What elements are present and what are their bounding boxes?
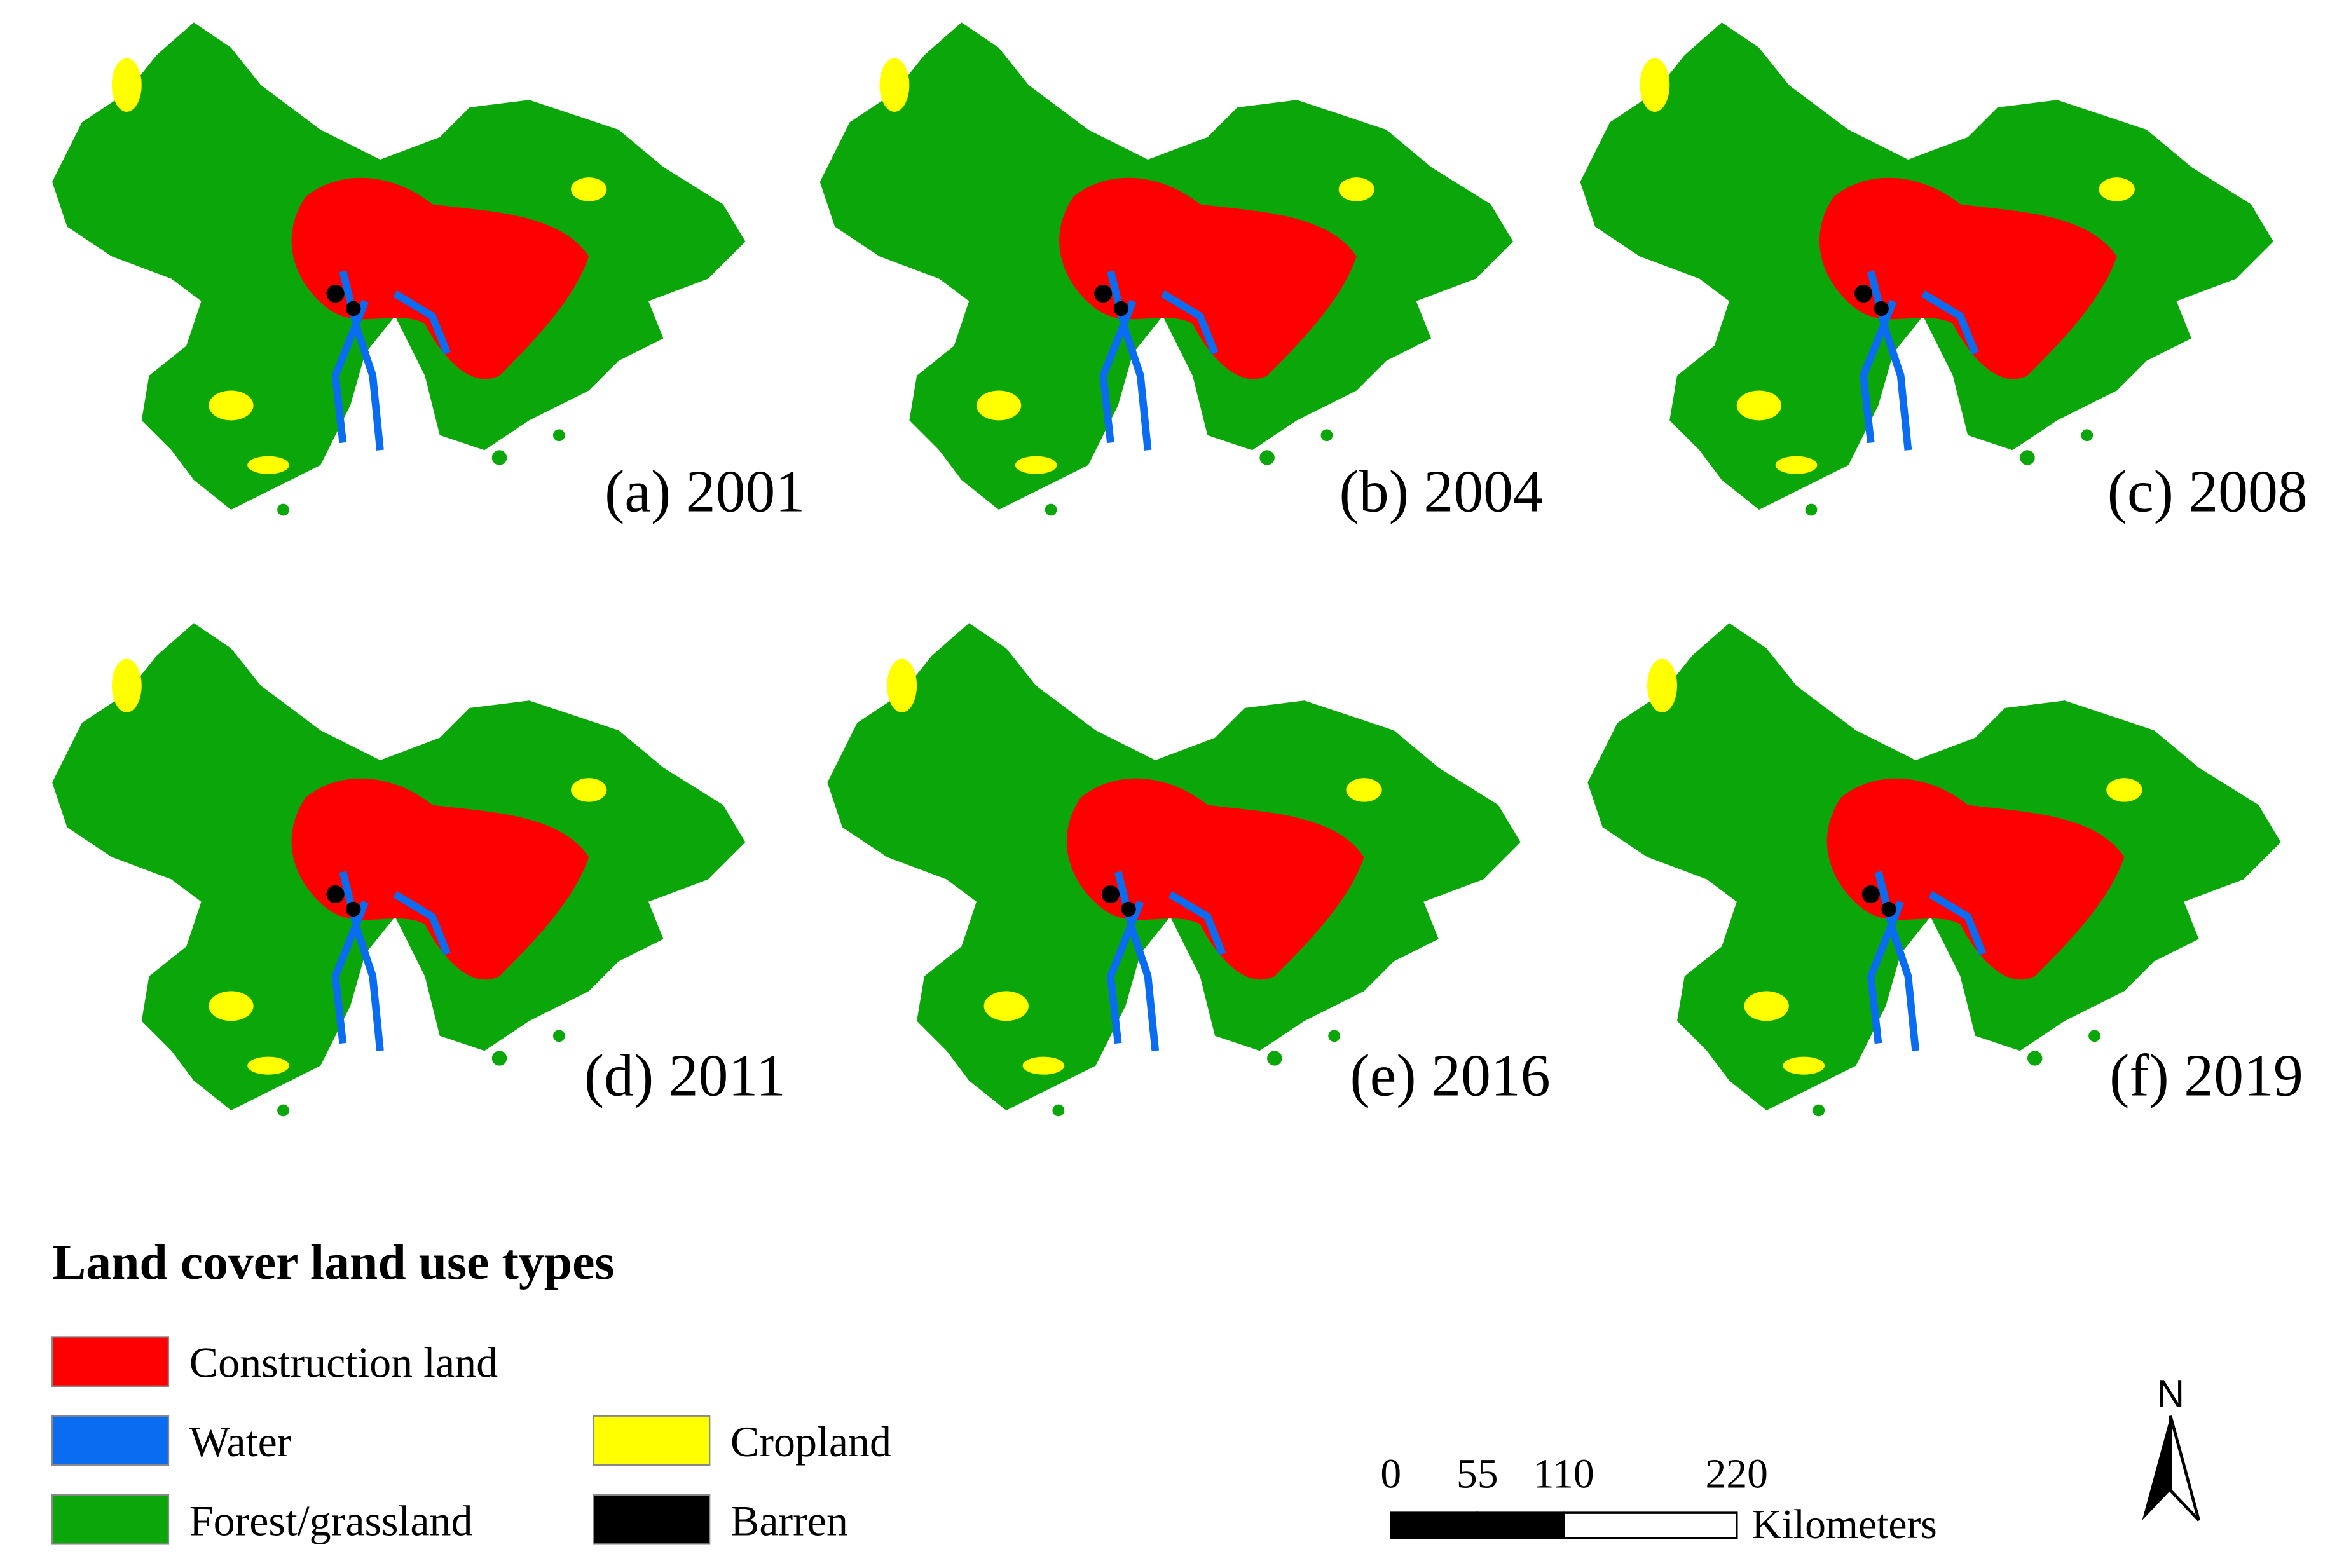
scale-unit: Kilometers — [1751, 1501, 1937, 1548]
panel-label: (d) 2011 — [584, 1043, 786, 1109]
north-arrow: N — [2142, 1372, 2200, 1522]
legend-swatch — [51, 1494, 170, 1545]
legend-label: Construction land — [189, 1339, 498, 1387]
arrow-right — [2169, 1415, 2200, 1522]
scale-segment — [1562, 1511, 1738, 1539]
panel-label: (c) 2008 — [2107, 458, 2308, 524]
legend-swatch — [51, 1336, 170, 1387]
legend-label: Water — [189, 1417, 292, 1466]
panel-label: (e) 2016 — [1350, 1043, 1551, 1109]
map-panels: (a) 2001 (b) 2004 (c) 2008 (d) 2011 (e) 2016… — [52, 22, 2308, 1116]
panel-label: (f) 2019 — [2109, 1043, 2303, 1109]
panel-label: (b) 2004 — [1340, 458, 1543, 524]
legend-label: Barren — [730, 1496, 848, 1544]
scale-tick-label: 0 — [1380, 1450, 1401, 1497]
scale-tick-label: 220 — [1706, 1450, 1768, 1497]
legend: Construction land Water Forest/grassland Cr… — [51, 1336, 891, 1545]
legend-swatch — [593, 1494, 711, 1545]
scale-tick-label: 110 — [1533, 1450, 1594, 1497]
legend-label: Forest/grassland — [189, 1496, 473, 1544]
panel-label: (a) 2001 — [605, 458, 805, 524]
scale-tick-label: 55 — [1456, 1450, 1498, 1497]
legend-label: Cropland — [730, 1417, 891, 1466]
legend-swatch — [51, 1415, 170, 1466]
scale-segment — [1389, 1511, 1479, 1539]
region-map — [52, 22, 745, 515]
region-map — [1580, 22, 2273, 515]
legend-swatch — [593, 1415, 711, 1466]
north-label: N — [2156, 1372, 2184, 1415]
region-map — [820, 22, 1513, 515]
legend-title: Land cover land use types — [52, 1234, 614, 1290]
arrow-left — [2142, 1415, 2171, 1520]
scale-segment — [1476, 1511, 1565, 1539]
